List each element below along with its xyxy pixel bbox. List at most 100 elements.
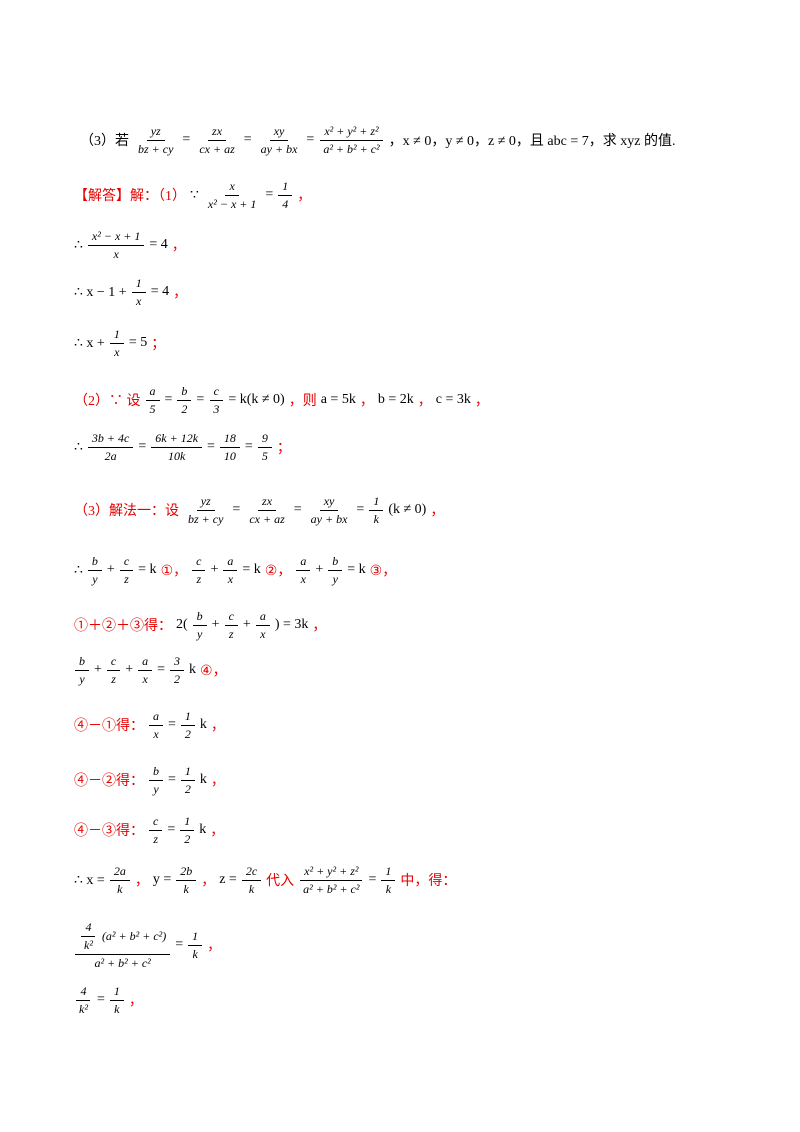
denominator: x (149, 726, 162, 742)
text: = (168, 772, 176, 787)
text: 6k + 12k (155, 430, 199, 445)
text-line: ④－①得： a x = 1 2 k， (72, 703, 227, 747)
text: c (228, 608, 234, 623)
fraction: 2a k (109, 864, 130, 897)
text: ，则 (288, 394, 317, 409)
text: ， (359, 394, 374, 409)
numerator: yz (146, 124, 165, 141)
text: yz (200, 493, 211, 508)
denominator: z (120, 571, 133, 587)
denominator: y (193, 626, 206, 642)
denominator: y (88, 571, 101, 587)
text: x (229, 178, 235, 193)
text: + (242, 617, 251, 632)
numerator: b (75, 654, 89, 671)
text: x² − x + 1 (91, 228, 141, 243)
text: ； (151, 337, 166, 352)
denominator: a² + b² + c² (299, 881, 363, 897)
text: ∴ (74, 439, 83, 455)
text: ， (474, 394, 489, 409)
fraction: 4 k² (a² + b² + c²) a² + b² + c² (75, 920, 171, 971)
text: 2( (176, 617, 188, 632)
text: + (315, 562, 324, 577)
numerator: c (119, 553, 134, 571)
text: ∴ (74, 237, 83, 253)
text: y (79, 671, 85, 686)
numerator: 1 (188, 929, 203, 946)
text: = k(k ≠ 0) (228, 392, 285, 407)
text: 9 (261, 430, 268, 445)
numerator: 4 k² (a² + b² + c²) (75, 920, 171, 955)
numerator: yz (196, 493, 215, 511)
text: ④， (200, 664, 227, 679)
text: c (153, 813, 159, 828)
text: = k (242, 562, 261, 577)
text: = (96, 992, 105, 1007)
denominator: z (149, 831, 162, 847)
numerator: 3b + 4c (87, 431, 134, 448)
text: (a² + b² + c²) (101, 928, 167, 943)
text: ∴ (74, 562, 83, 578)
text: x (300, 571, 306, 586)
text: a (153, 708, 159, 723)
numerator: xy (269, 124, 289, 141)
numerator: 1 (131, 276, 146, 293)
denominator: 10k (164, 448, 189, 464)
text: + (210, 562, 219, 577)
denominator: k (113, 881, 126, 897)
denominator: 10 (220, 448, 240, 464)
text: y (332, 571, 338, 586)
fraction: x² + y² + z² a² + b² + c² (319, 124, 383, 157)
text: 代入 (266, 874, 295, 889)
denominator: x (110, 344, 123, 360)
numerator: 2a (109, 864, 130, 881)
fraction: x² + y² + z² a² + b² + c² (299, 864, 363, 897)
text: = (306, 132, 315, 147)
text: k (248, 881, 255, 896)
text: z (228, 626, 234, 641)
text-line: ∴ x² − x + 1 x = 4， (72, 223, 188, 267)
text: ④－②得： (74, 774, 144, 789)
text: ④－①得： (74, 719, 144, 734)
text: = (244, 439, 253, 454)
numerator: c (192, 554, 206, 571)
text: ，x ≠ 0，y ≠ 0，z ≠ 0，且 abc = 7，求 xyz 的值. (388, 134, 676, 149)
numerator: zx (258, 494, 277, 511)
text: a² + b² + c² (323, 141, 380, 156)
numerator: 2b (176, 863, 197, 881)
text: 1 (184, 813, 191, 828)
fraction: 4 k² (80, 920, 97, 953)
text: k (192, 946, 198, 961)
text: k (117, 881, 123, 896)
text: 10 (223, 448, 236, 463)
text: a (259, 608, 266, 623)
fraction: 2b k (176, 863, 197, 897)
text: + (125, 662, 134, 677)
text: k² (84, 937, 93, 952)
text: z (196, 571, 202, 586)
text: c = 3k (435, 392, 471, 407)
text: = (168, 717, 176, 732)
text: z (153, 831, 158, 846)
numerator: a (296, 554, 311, 571)
denominator: x (297, 571, 310, 587)
text: （2）∵ 设 (74, 394, 141, 409)
text: a² + b² + c² (94, 955, 151, 970)
text: b (332, 553, 339, 568)
text: 10k (167, 448, 186, 463)
denominator: 2 (181, 726, 195, 742)
denominator: x (224, 571, 237, 587)
text: = 5 (128, 335, 148, 350)
text: k² (79, 1001, 88, 1016)
text: c (123, 553, 130, 568)
text: ∴ x + (74, 335, 105, 351)
text: 【解答】解：（1） (74, 189, 186, 204)
text: a (149, 383, 156, 398)
text: 2b (180, 863, 193, 878)
text: ， (297, 189, 312, 204)
